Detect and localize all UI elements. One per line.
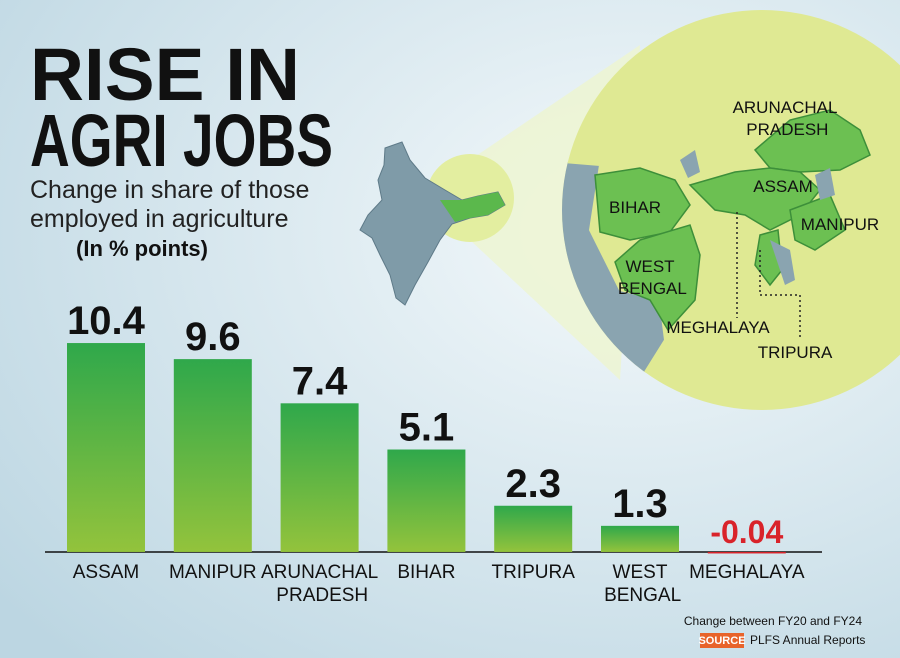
subtitle: Change in share of those (30, 176, 309, 204)
value-label: 10.4 (67, 299, 146, 343)
leader-line (736, 212, 801, 340)
x-tick-label: MEGHALAYA (689, 562, 805, 583)
title: AGRI JOBS (30, 99, 333, 182)
map-region (815, 168, 835, 200)
zoom-map (562, 109, 871, 410)
value-label: 5.1 (399, 406, 455, 450)
bar (280, 403, 359, 552)
value-label: 1.3 (612, 482, 668, 526)
bar (173, 359, 252, 552)
x-tick-label: MANIPUR (169, 562, 257, 583)
map-region (680, 150, 700, 178)
footnote: Change between FY20 and FY24 (684, 614, 862, 628)
value-label: 7.4 (292, 359, 348, 403)
map-label: MEGHALAYA (666, 318, 770, 337)
map-region (594, 167, 691, 241)
value-label: 2.3 (505, 462, 561, 506)
title: RISE IN (30, 33, 300, 116)
value-label: -0.04 (710, 514, 783, 550)
x-tick-label: ASSAM (73, 562, 140, 583)
map-region (770, 240, 795, 285)
x-tick-label: TRIPURA (491, 562, 575, 583)
map-label: ARUNACHAL PRADESH (733, 98, 838, 139)
unit-note: (In % points) (76, 236, 208, 261)
source: PLFS Annual Reports (750, 633, 865, 647)
map-label: ASSAM (753, 177, 813, 196)
bar (387, 449, 466, 552)
bar (601, 525, 679, 552)
map-label: TRIPURA (758, 343, 833, 362)
map-label: BIHAR (609, 198, 661, 217)
x-tick-label: BIHAR (397, 562, 455, 583)
map-label: MANIPUR (801, 215, 879, 234)
source-tag: SOURCE (698, 635, 745, 647)
x-tick-label: WEST BENGAL (599, 562, 681, 606)
source-tag-box (700, 633, 744, 648)
subtitle: employed in agriculture (30, 205, 288, 233)
map-label: WEST BENGAL (613, 257, 687, 298)
bar (67, 343, 145, 552)
value-label: 9.6 (185, 315, 241, 359)
northeast-highlight (440, 192, 505, 222)
bar (494, 505, 573, 552)
bar (707, 551, 786, 554)
x-tick-label: ARUNACHAL PRADESH (261, 562, 378, 606)
map-region (614, 224, 701, 332)
india-map (359, 141, 506, 306)
